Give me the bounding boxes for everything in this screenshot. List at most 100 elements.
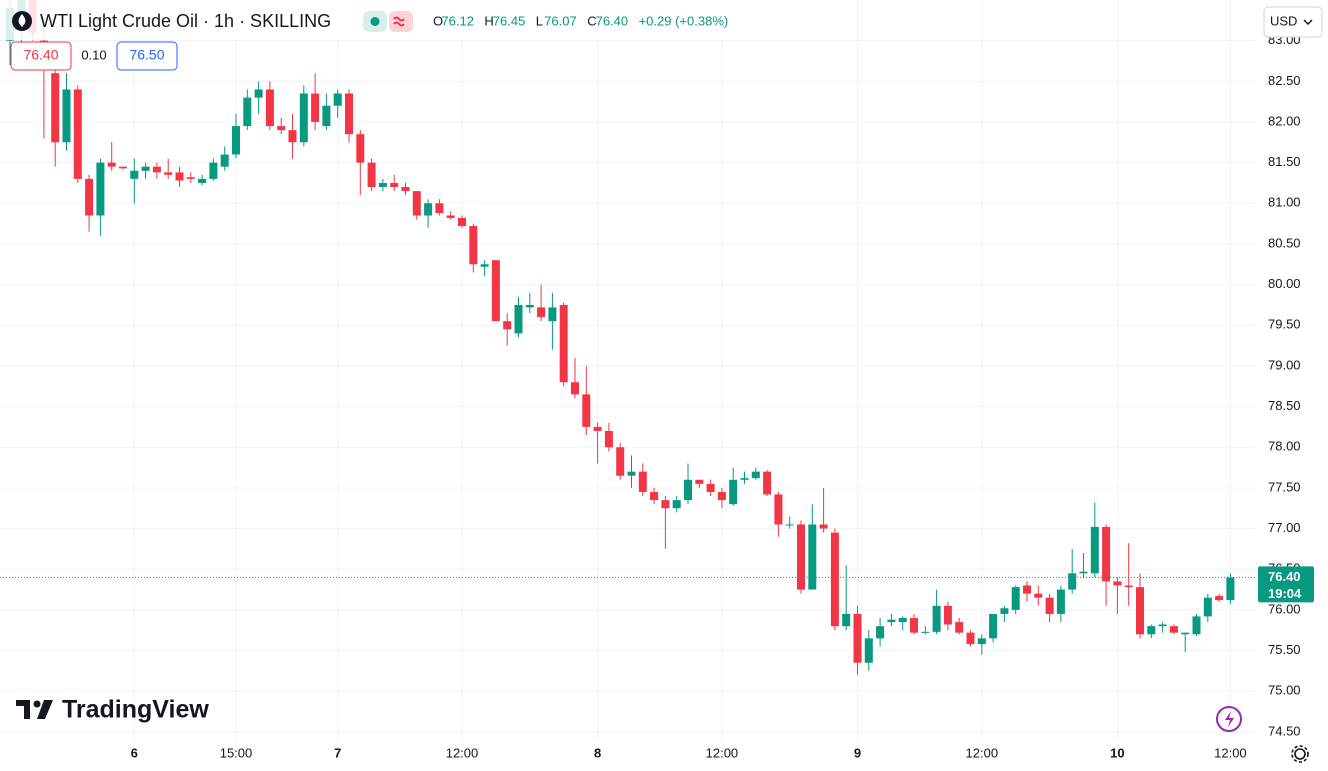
candle-body xyxy=(503,321,512,330)
y-tick-label: 79.50 xyxy=(1268,317,1301,332)
candle-body xyxy=(288,130,297,143)
candle-body xyxy=(1203,597,1212,617)
candle-body xyxy=(1113,581,1122,586)
candle-body xyxy=(458,217,466,227)
candle-body xyxy=(797,524,805,590)
y-tick-label: 80.00 xyxy=(1268,276,1301,291)
sell-price[interactable]: 76.40 xyxy=(23,47,58,63)
x-tick-label: 10 xyxy=(1110,745,1124,760)
last-price-tag xyxy=(1258,566,1314,603)
currency-select[interactable] xyxy=(1263,6,1323,38)
y-tick-label: 81.50 xyxy=(1268,154,1301,169)
settings-icon[interactable] xyxy=(1294,748,1306,760)
alert-icon[interactable] xyxy=(1216,706,1242,732)
candle-body xyxy=(582,394,591,427)
candle-body xyxy=(390,182,399,188)
logo-shape xyxy=(16,700,30,719)
candle-body xyxy=(706,483,715,492)
candle-body xyxy=(537,307,546,318)
candle-body xyxy=(254,89,263,98)
candle-body xyxy=(152,166,161,173)
candle-body xyxy=(966,632,975,645)
buy-button[interactable] xyxy=(116,41,178,71)
logo-slash xyxy=(37,700,53,719)
x-tick-label: 6 xyxy=(131,745,138,760)
y-tick-label: 82.00 xyxy=(1268,113,1301,128)
candle-body xyxy=(1124,585,1133,588)
y-tick-label: 79.00 xyxy=(1268,357,1301,372)
symbol-title: WTI Light Crude Oil · 1h · SKILLING xyxy=(40,11,331,31)
candle-body xyxy=(277,126,286,131)
candle-body xyxy=(1169,626,1178,633)
candle-body xyxy=(141,166,150,171)
candle-body xyxy=(989,613,998,639)
y-tick-label: 76.00 xyxy=(1268,601,1301,616)
y-tick-label: 75.50 xyxy=(1268,642,1301,657)
grid xyxy=(0,0,1255,740)
y-tick-label: 81.00 xyxy=(1268,195,1301,210)
candle-body xyxy=(1102,526,1111,582)
alert-bolt xyxy=(1225,711,1234,727)
candle-body xyxy=(593,426,602,431)
candle-body xyxy=(616,447,625,476)
candle-body xyxy=(774,494,783,525)
y-tick-label: 74.50 xyxy=(1268,723,1301,738)
candle-body xyxy=(864,638,873,663)
candle-body xyxy=(1181,632,1190,635)
candle-body xyxy=(1215,596,1224,601)
brand-logo: TradingView xyxy=(16,696,209,724)
candle-body xyxy=(130,170,139,179)
y-tick-label: 80.50 xyxy=(1268,235,1301,250)
candle-body xyxy=(548,307,557,322)
candle-body xyxy=(412,191,421,216)
spread: 0.10 xyxy=(81,47,106,62)
candle-body xyxy=(345,93,353,135)
candle-body xyxy=(785,524,794,526)
x-tick-label: 12:00 xyxy=(966,745,999,760)
currency[interactable]: USD xyxy=(1270,13,1297,28)
candle-body xyxy=(1000,608,1009,614)
candle-body xyxy=(842,613,851,627)
candle-body xyxy=(955,622,964,633)
candle-body xyxy=(96,162,105,216)
candle-body xyxy=(311,93,320,122)
ohlc-key: H xyxy=(484,13,493,28)
candle-body xyxy=(661,500,670,509)
candle-body xyxy=(740,478,749,480)
candle-body xyxy=(119,166,127,169)
countdown-label: 19:04 xyxy=(1268,586,1302,601)
candle-body xyxy=(1023,585,1031,594)
buy-price[interactable]: 76.50 xyxy=(129,47,164,63)
candle-body xyxy=(378,182,387,188)
sell-button[interactable] xyxy=(10,41,72,71)
candle-body xyxy=(243,97,252,127)
candle-body xyxy=(1068,573,1077,590)
candle-body xyxy=(469,226,478,265)
candle-body xyxy=(921,631,930,633)
candle-body xyxy=(571,382,579,395)
delayed-badge[interactable] xyxy=(389,11,413,32)
candle-body xyxy=(650,491,659,501)
candle-body xyxy=(1079,571,1088,574)
y-tick-label: 78.50 xyxy=(1268,398,1301,413)
y-tick-label: 78.00 xyxy=(1268,439,1301,454)
candle-body xyxy=(943,605,952,625)
candle-body xyxy=(853,613,862,663)
x-tick-label: 15:00 xyxy=(220,745,253,760)
candle-body xyxy=(367,162,376,188)
currency-chevron xyxy=(1303,19,1313,26)
candle-body xyxy=(1147,626,1156,635)
candle-body xyxy=(446,215,455,218)
candle-body xyxy=(695,479,704,484)
ohlc-value: 76.07 xyxy=(544,13,577,28)
ohlc-key: C xyxy=(587,13,596,28)
candle-body xyxy=(1056,589,1065,614)
candle-body xyxy=(401,187,410,192)
candle-body xyxy=(525,304,534,308)
candle-body xyxy=(480,264,489,267)
candle-body xyxy=(514,304,523,334)
candle-body xyxy=(638,471,647,492)
y-tick-label: 77.00 xyxy=(1268,520,1301,535)
candle-body xyxy=(808,524,817,590)
